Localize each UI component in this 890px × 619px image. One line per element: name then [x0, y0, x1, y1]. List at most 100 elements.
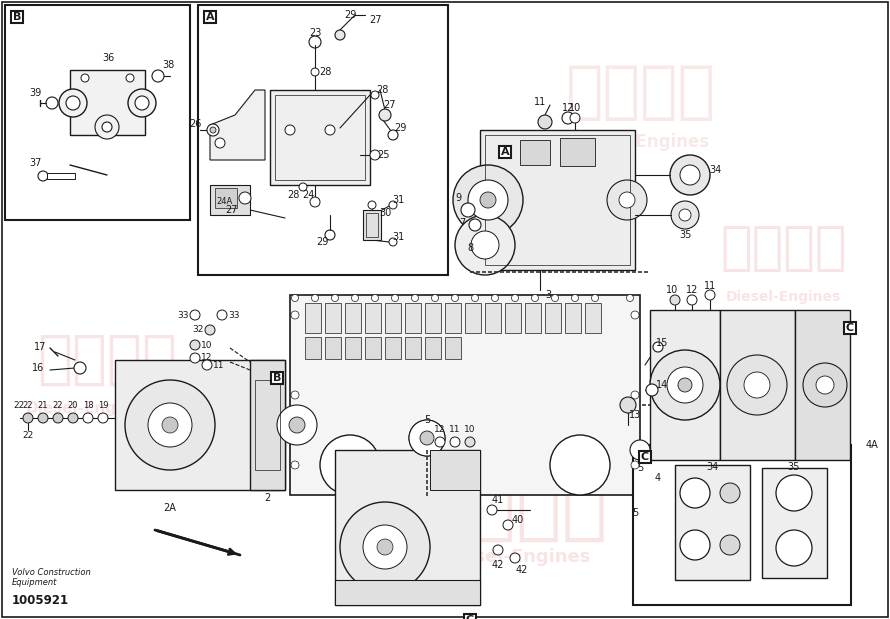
Circle shape [631, 311, 639, 319]
Circle shape [38, 413, 48, 423]
Bar [499, 147, 511, 158]
Circle shape [630, 440, 650, 460]
Circle shape [352, 295, 359, 301]
Text: 11: 11 [214, 360, 225, 370]
Circle shape [371, 91, 379, 99]
Circle shape [331, 295, 338, 301]
Circle shape [126, 74, 134, 82]
Text: 29: 29 [344, 10, 356, 20]
Circle shape [552, 295, 559, 301]
Text: 21: 21 [37, 402, 48, 410]
Circle shape [503, 520, 513, 530]
Circle shape [571, 295, 578, 301]
Text: 5: 5 [632, 508, 638, 518]
Bar [345, 337, 361, 359]
Circle shape [59, 89, 87, 117]
Bar [47, 173, 75, 179]
Text: Diesel-Engines: Diesel-Engines [26, 401, 152, 416]
Text: 35: 35 [788, 462, 800, 472]
Text: 14: 14 [656, 380, 668, 390]
Text: B: B [273, 373, 281, 383]
Circle shape [83, 413, 93, 423]
Text: 37: 37 [28, 158, 41, 168]
Bar [485, 135, 630, 265]
Text: 12: 12 [434, 425, 446, 435]
Text: 2A: 2A [164, 503, 176, 513]
Circle shape [311, 68, 319, 76]
Text: 40: 40 [512, 515, 524, 525]
Circle shape [285, 125, 295, 135]
Text: 紧发动力: 紧发动力 [566, 63, 716, 123]
Circle shape [291, 391, 299, 399]
Bar [585, 303, 601, 333]
Bar [325, 337, 341, 359]
Circle shape [720, 483, 740, 503]
Bar [675, 465, 750, 580]
Circle shape [66, 96, 80, 110]
Circle shape [289, 417, 305, 433]
Circle shape [389, 201, 397, 209]
Circle shape [190, 353, 200, 363]
Text: 7: 7 [459, 218, 465, 228]
Circle shape [469, 219, 481, 231]
Text: 36: 36 [101, 53, 114, 63]
Text: 31: 31 [392, 195, 404, 205]
Circle shape [340, 502, 430, 592]
Bar [325, 303, 341, 333]
Circle shape [98, 413, 108, 423]
Text: 33: 33 [177, 311, 189, 319]
Circle shape [363, 525, 407, 569]
Circle shape [631, 461, 639, 469]
Text: C: C [641, 452, 649, 462]
Circle shape [491, 295, 498, 301]
Text: 12: 12 [686, 285, 698, 295]
Text: 24A: 24A [217, 197, 233, 207]
Text: 22: 22 [23, 402, 33, 410]
Text: Equipment: Equipment [12, 578, 57, 587]
Circle shape [450, 437, 460, 447]
Text: Diesel-Engines: Diesel-Engines [441, 548, 591, 566]
Text: 10: 10 [666, 285, 678, 295]
Text: 34: 34 [706, 462, 718, 472]
Circle shape [670, 155, 710, 195]
Text: 29: 29 [316, 237, 328, 247]
Circle shape [81, 74, 89, 82]
Circle shape [102, 122, 112, 132]
Circle shape [465, 437, 475, 447]
Text: 30: 30 [379, 208, 391, 218]
Bar [5, 5, 190, 220]
Bar [505, 303, 521, 333]
Text: 5: 5 [637, 463, 643, 473]
Text: 11: 11 [449, 425, 461, 435]
Circle shape [392, 295, 399, 301]
Circle shape [310, 197, 320, 207]
Bar [365, 337, 381, 359]
Text: 26: 26 [189, 119, 201, 129]
Text: 10: 10 [465, 425, 476, 435]
Text: 27: 27 [226, 205, 239, 215]
Text: 10: 10 [201, 340, 213, 350]
Bar [12, 11, 22, 23]
Circle shape [210, 127, 216, 133]
Circle shape [451, 295, 458, 301]
Circle shape [472, 295, 479, 301]
Bar [430, 450, 480, 490]
Bar [345, 303, 361, 333]
Text: 2: 2 [263, 493, 271, 503]
Bar [525, 303, 541, 333]
Bar [305, 303, 321, 333]
Circle shape [680, 530, 710, 560]
Circle shape [23, 413, 33, 423]
Text: 紧发动力: 紧发动力 [720, 222, 846, 274]
Bar [255, 380, 280, 470]
Circle shape [455, 215, 515, 275]
Text: 22: 22 [53, 402, 63, 410]
Text: 1005921: 1005921 [12, 594, 69, 607]
Circle shape [671, 201, 699, 229]
Bar [633, 445, 851, 605]
Text: C: C [846, 323, 854, 333]
Bar [363, 210, 381, 240]
Circle shape [487, 505, 497, 515]
Circle shape [650, 350, 720, 420]
Text: A: A [501, 147, 509, 157]
